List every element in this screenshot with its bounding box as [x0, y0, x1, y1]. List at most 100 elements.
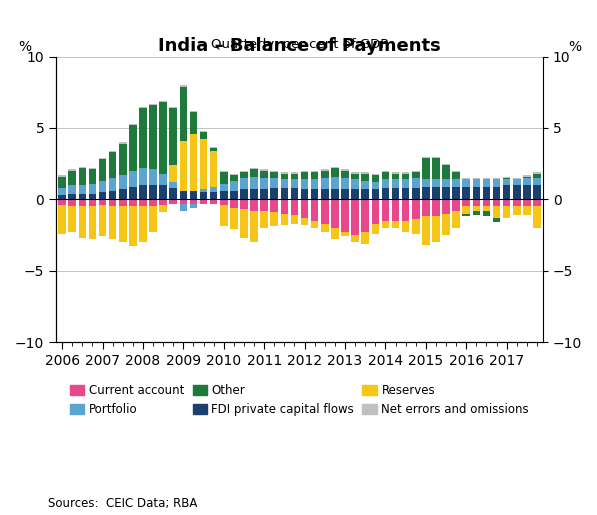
Bar — [69, 169, 76, 171]
Text: %: % — [18, 40, 31, 54]
Bar — [291, 188, 298, 199]
Bar — [321, 224, 328, 232]
Bar — [361, 190, 369, 199]
Bar — [381, 172, 389, 179]
Bar — [270, 172, 278, 178]
Bar — [59, 199, 66, 205]
Bar — [463, 214, 470, 216]
Bar — [321, 190, 328, 199]
Bar — [493, 186, 500, 199]
Bar — [200, 199, 207, 203]
Bar — [402, 188, 410, 199]
Bar — [381, 179, 389, 188]
Bar — [402, 199, 410, 221]
Bar — [180, 199, 187, 203]
Bar — [351, 190, 359, 199]
Bar — [331, 228, 338, 239]
Bar — [442, 186, 450, 199]
Bar — [361, 232, 369, 244]
Bar — [159, 205, 167, 212]
Bar — [331, 166, 338, 168]
Bar — [463, 186, 470, 199]
Bar — [392, 179, 399, 188]
Bar — [432, 158, 440, 179]
Bar — [422, 158, 430, 179]
Bar — [341, 178, 349, 190]
Bar — [432, 199, 440, 216]
Bar — [180, 85, 187, 87]
Bar — [220, 191, 227, 199]
Bar — [513, 207, 521, 215]
Bar — [149, 207, 157, 232]
Bar — [422, 199, 430, 216]
Bar — [291, 174, 298, 179]
Bar — [291, 215, 298, 224]
Bar — [250, 177, 258, 190]
Bar — [190, 111, 197, 112]
Title: India – Balance of Payments: India – Balance of Payments — [158, 37, 441, 55]
Bar — [361, 174, 369, 181]
Bar — [331, 190, 338, 199]
Bar — [139, 108, 147, 168]
Bar — [371, 174, 379, 175]
Bar — [79, 194, 86, 199]
Bar — [99, 199, 106, 205]
Bar — [281, 172, 288, 174]
Bar — [503, 207, 510, 218]
Bar — [260, 178, 268, 190]
Bar — [473, 207, 480, 211]
Bar — [260, 211, 268, 228]
Bar — [180, 203, 187, 211]
Bar — [412, 219, 420, 234]
Bar — [270, 178, 278, 188]
Bar — [371, 224, 379, 234]
Bar — [230, 208, 238, 229]
Bar — [240, 190, 248, 199]
Bar — [210, 199, 217, 203]
Bar — [230, 191, 238, 199]
Bar — [270, 212, 278, 227]
Bar — [230, 199, 238, 208]
Bar — [200, 192, 207, 199]
Bar — [453, 179, 460, 186]
Bar — [99, 159, 106, 181]
Bar — [139, 168, 147, 185]
Bar — [533, 172, 541, 174]
Bar — [220, 205, 227, 227]
Bar — [190, 191, 197, 199]
Bar — [351, 179, 359, 190]
Bar — [291, 179, 298, 188]
Bar — [250, 211, 258, 242]
Bar — [281, 199, 288, 214]
Bar — [422, 179, 430, 186]
Bar — [149, 169, 157, 185]
Bar — [331, 177, 338, 190]
Bar — [79, 199, 86, 207]
Bar — [422, 216, 430, 245]
Bar — [442, 199, 450, 214]
Bar — [392, 188, 399, 199]
Bar — [493, 178, 500, 179]
Bar — [412, 171, 420, 172]
Bar — [503, 199, 510, 207]
Bar — [482, 186, 490, 199]
Bar — [331, 199, 338, 228]
Bar — [301, 179, 309, 190]
Bar — [59, 195, 66, 199]
Bar — [240, 171, 248, 172]
Bar — [523, 177, 531, 178]
Bar — [129, 125, 137, 171]
Bar — [482, 207, 490, 211]
Bar — [69, 185, 76, 194]
Bar — [533, 207, 541, 228]
Bar — [260, 190, 268, 199]
Bar — [190, 112, 197, 134]
Bar — [493, 207, 500, 218]
Bar — [482, 179, 490, 186]
Bar — [240, 199, 248, 210]
Bar — [371, 190, 379, 199]
Bar — [281, 214, 288, 225]
Bar — [392, 172, 399, 174]
Bar — [200, 132, 207, 140]
Bar — [412, 178, 420, 188]
